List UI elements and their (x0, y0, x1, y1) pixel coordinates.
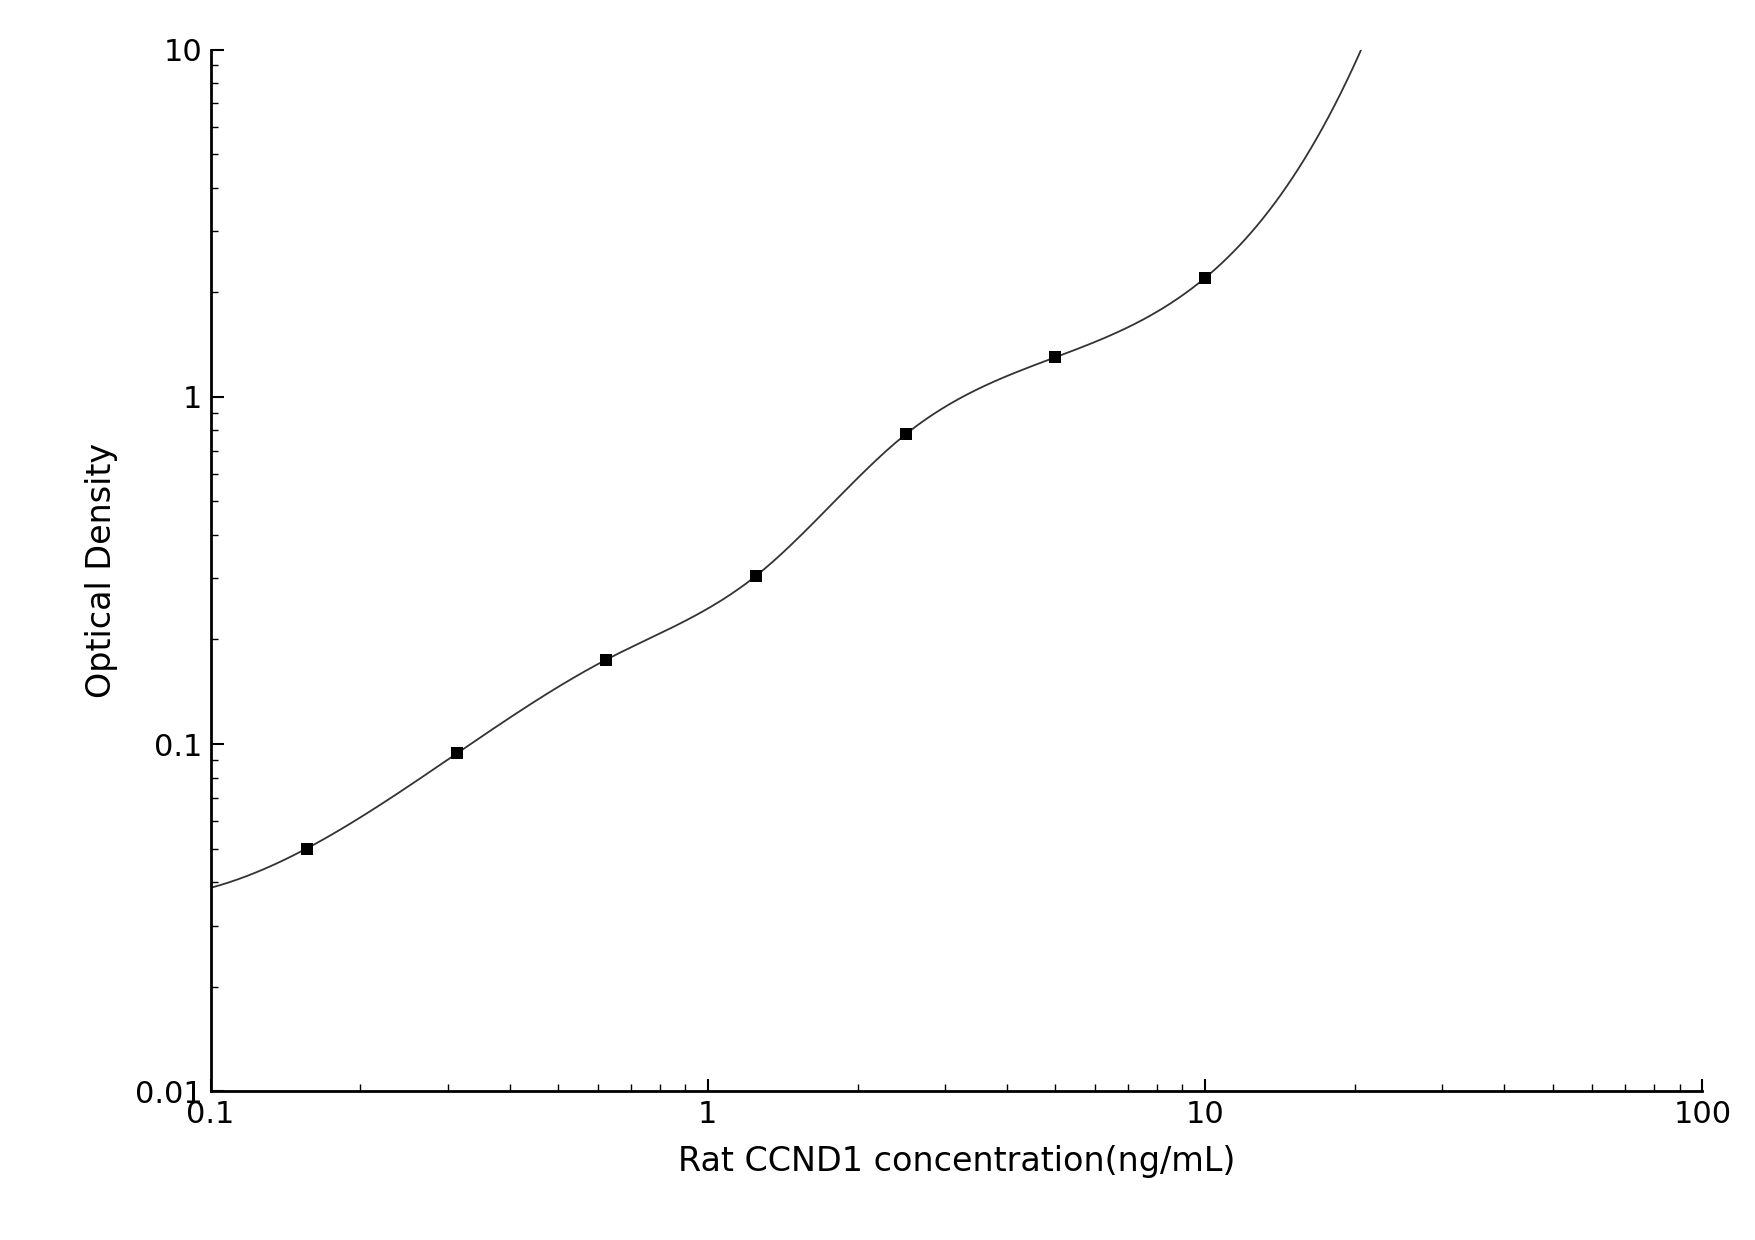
Point (1041, 347, 1069, 367)
Point (1192, 268, 1220, 288)
X-axis label: Rat CCND1 concentration(ng/mL): Rat CCND1 concentration(ng/mL) (677, 1146, 1236, 1178)
Point (742, 565, 770, 585)
Point (293, 838, 321, 858)
Point (892, 424, 920, 444)
Point (442, 744, 470, 764)
Point (591, 650, 620, 670)
Y-axis label: Optical Density: Optical Density (84, 443, 118, 698)
